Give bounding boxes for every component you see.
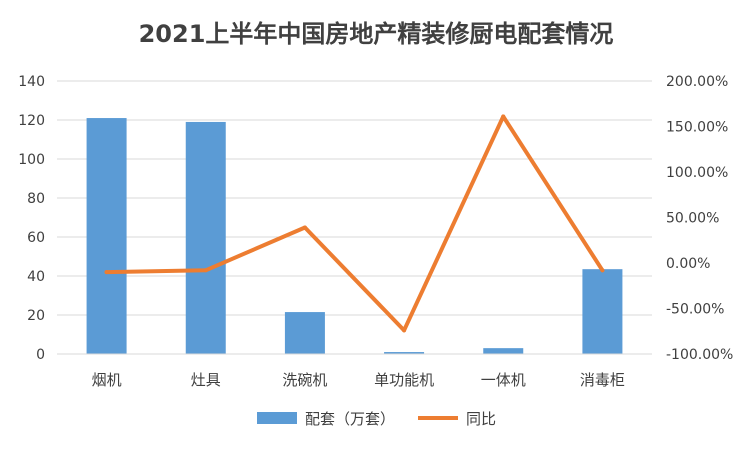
x-tick-label: 灶具 [191,371,221,389]
y-right-tick-label: -50.00% [666,302,724,318]
line-point [104,270,109,275]
line-point [203,268,208,273]
y-right-tick-label: 150.00% [666,120,728,136]
y-axis-right: -100.00% -50.00% 0.00% 50.00% 100.00% 150.00%… [666,74,733,363]
legend-label-line: 同比 [466,410,496,428]
y-right-tick-label: -100.00% [666,347,733,363]
bar [582,269,623,354]
bar [384,352,425,354]
y-left-tick-label: 60 [27,230,45,246]
y-right-tick-label: 50.00% [666,211,719,227]
y-left-tick-label: 140 [18,74,45,90]
y-left-tick-label: 0 [36,347,45,363]
line-series [104,114,605,333]
line-point [501,114,506,119]
line-point [302,225,307,230]
x-tick-label: 烟机 [92,371,122,389]
y-right-tick-label: 200.00% [666,74,728,90]
legend-swatch-bar [257,412,297,424]
bar [185,121,226,354]
x-tick-label: 洗碗机 [282,371,327,389]
bar-series [86,118,623,354]
legend: 配套（万套） 同比 [257,410,496,428]
y-right-tick-label: 100.00% [666,165,728,181]
bar [284,312,325,354]
y-left-tick-label: 40 [27,269,45,285]
chart-title: 2021上半年中国房地产精装修厨电配套情况 [139,20,614,48]
bar [483,348,524,354]
y-right-tick-label: 0.00% [666,256,710,272]
legend-label-bar: 配套（万套） [305,410,395,428]
line-point [402,328,407,333]
line-point [600,268,605,273]
y-left-tick-label: 100 [18,152,45,168]
x-tick-label: 消毒柜 [580,371,625,389]
line-path [104,114,605,333]
y-left-tick-label: 120 [18,113,45,129]
bar [86,118,127,354]
y-axis-left: 0 20 40 60 80 100 120 140 [18,74,45,363]
x-tick-label: 单功能机 [374,371,434,389]
x-tick-label: 一体机 [481,371,526,389]
x-axis: 烟机 灶具 洗碗机 单功能机 一体机 消毒柜 [57,353,652,389]
y-left-tick-label: 80 [27,191,45,207]
y-left-tick-label: 20 [27,308,45,324]
